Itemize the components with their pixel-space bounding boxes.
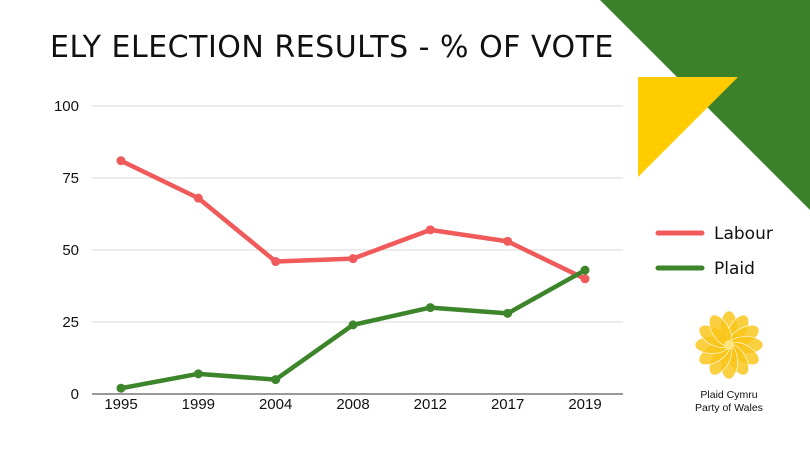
data-point-plaid	[580, 265, 590, 275]
legend: Labour Plaid	[655, 224, 773, 279]
data-point-plaid	[425, 303, 435, 313]
x-axis-ticks: 1995 1999 2004 2008 2012 2017 2019	[104, 396, 601, 413]
chart-title: ELY ELECTION RESULTS - % OF VOTE	[50, 30, 614, 65]
data-point-labour	[348, 254, 358, 264]
corner-yellow-triangle	[638, 77, 738, 177]
data-point-labour	[503, 236, 513, 246]
data-point-labour	[425, 225, 435, 235]
x-tick-label: 2008	[336, 396, 369, 413]
x-tick-label: 2012	[414, 396, 447, 413]
y-axis-ticks: 0 25 50 75 100	[54, 98, 79, 403]
data-point-labour	[271, 257, 281, 267]
data-point-plaid	[193, 369, 203, 379]
data-point-labour	[580, 274, 590, 284]
y-tick-label: 0	[71, 386, 79, 403]
x-tick-label: 1999	[182, 396, 215, 413]
legend-label-plaid: Plaid	[714, 259, 755, 279]
logo-name: Plaid Cymru	[700, 389, 757, 401]
data-point-plaid	[116, 383, 126, 393]
y-tick-label: 75	[62, 170, 79, 187]
poppy-center	[724, 340, 734, 350]
data-point-plaid	[503, 308, 513, 318]
party-logo: Plaid Cymru Party of Wales	[694, 310, 764, 414]
x-tick-label: 1995	[104, 396, 137, 413]
grid-layer	[92, 105, 623, 395]
data-point-labour	[116, 156, 126, 166]
data-point-plaid	[271, 375, 281, 385]
x-tick-label: 2004	[259, 396, 292, 413]
legend-label-labour: Labour	[714, 224, 773, 244]
plaid-cymru-poppy-icon	[694, 310, 764, 380]
logo-tagline: Party of Wales	[695, 402, 763, 414]
x-tick-label: 2019	[568, 396, 601, 413]
data-point-plaid	[348, 320, 358, 330]
y-tick-label: 100	[54, 98, 79, 115]
y-tick-label: 50	[62, 242, 79, 259]
series-layer	[116, 156, 590, 393]
x-tick-label: 2017	[491, 396, 524, 413]
y-tick-label: 25	[62, 314, 79, 331]
data-point-labour	[193, 193, 203, 203]
